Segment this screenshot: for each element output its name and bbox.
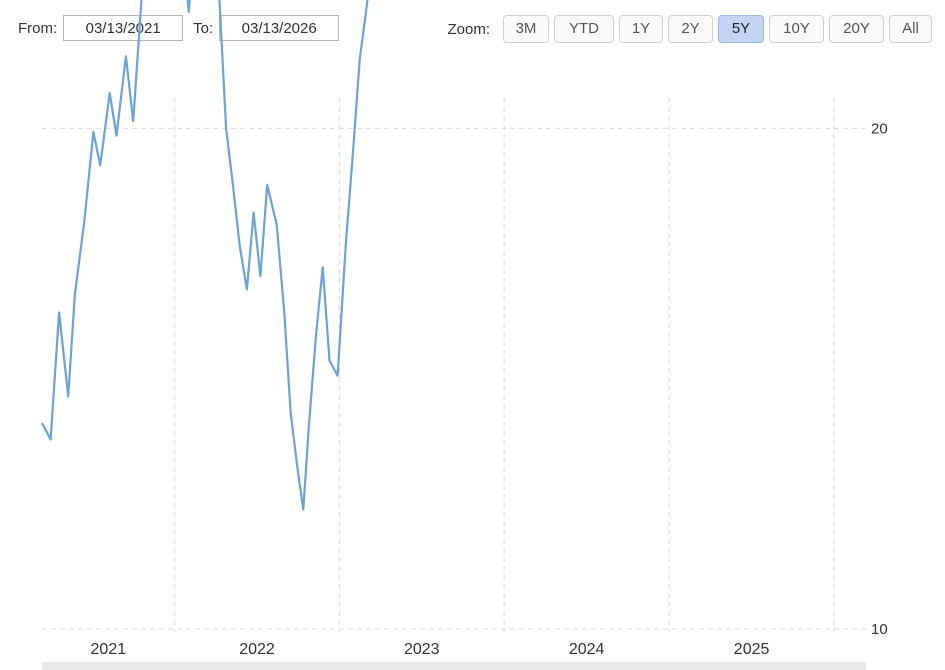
x-tick-label: 2023	[404, 641, 440, 658]
zoom-2y-button[interactable]: 2Y	[668, 15, 713, 43]
zoom-all-button[interactable]: All	[889, 15, 932, 43]
zoom-10y-button[interactable]: 10Y	[769, 15, 824, 43]
x-axis-labels: 2021 2022 2023 2024 2025	[91, 641, 770, 658]
zoom-label: Zoom:	[447, 20, 490, 38]
range-navigator[interactable]	[42, 662, 866, 670]
to-label: To:	[193, 19, 214, 37]
x-tick-label: 2022	[239, 641, 275, 658]
chart-series	[41, 0, 369, 511]
from-date-input[interactable]	[63, 15, 184, 41]
chart-grid	[42, 98, 866, 632]
zoom-20y-button[interactable]: 20Y	[829, 15, 884, 43]
zoom-1y-button[interactable]: 1Y	[619, 15, 663, 43]
zoom-selector: Zoom: 3M YTD 1Y 2Y 5Y 10Y 20Y All	[447, 15, 932, 43]
from-label: From:	[18, 19, 58, 37]
zoom-ytd-button[interactable]: YTD	[554, 15, 614, 43]
y-tick-label: 20	[871, 120, 888, 137]
y-axis-labels: 1020406080100120140160180200	[871, 120, 888, 638]
series-line	[41, 0, 369, 511]
zoom-5y-button[interactable]: 5Y	[718, 15, 764, 43]
y-tick-label: 10	[871, 621, 888, 638]
zoom-3m-button[interactable]: 3M	[503, 15, 549, 43]
x-tick-label: 2024	[569, 641, 605, 658]
date-range-selector: From: To:	[18, 14, 349, 42]
x-tick-label: 2025	[734, 641, 770, 658]
to-date-input[interactable]	[219, 15, 340, 41]
x-tick-label: 2021	[91, 641, 127, 658]
